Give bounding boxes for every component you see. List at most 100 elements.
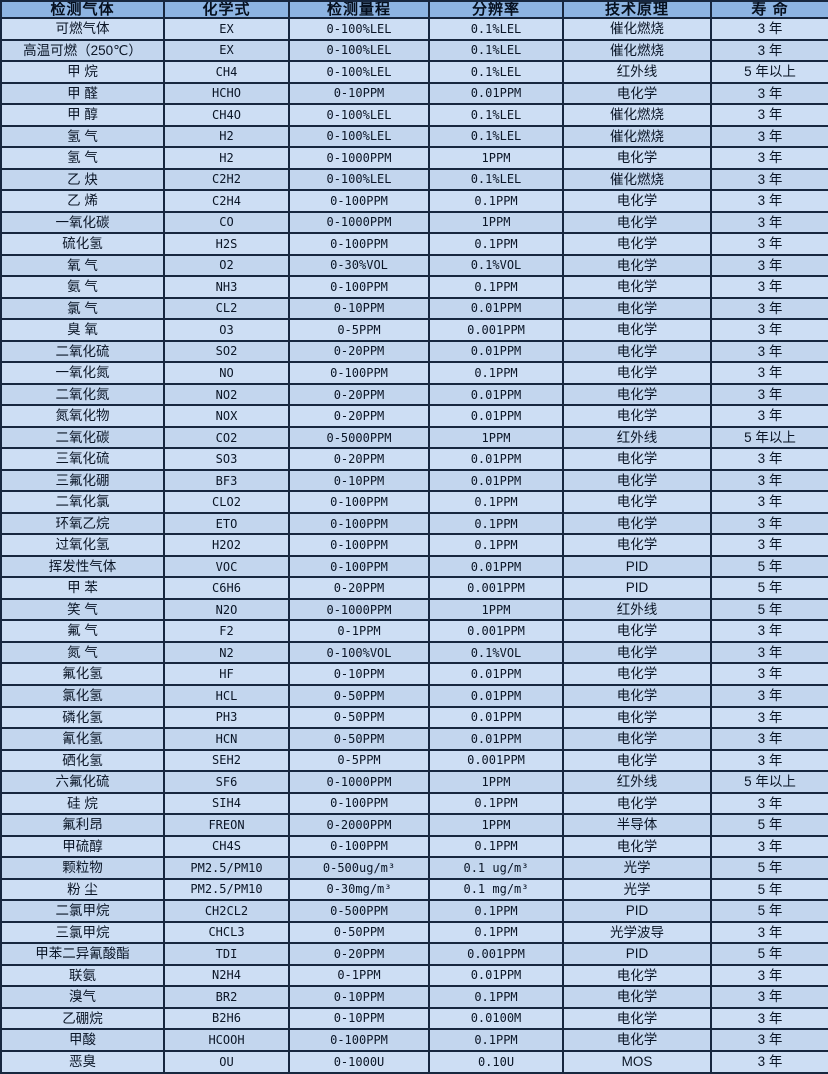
cell-formula: C2H4 [163, 189, 290, 213]
cell-lifespan: 5 年以上 [710, 425, 828, 450]
table-row: 氟利昂 FREON 0-2000PPM 1PPM 半导体 5 年 [0, 813, 828, 837]
table-row: 硒化氢 SEH2 0-5PPM 0.001PPM 电化学 3 年 [0, 748, 828, 773]
cell-resolution: 0.1%LEL [428, 17, 564, 41]
cell-lifespan: 3 年 [710, 189, 828, 213]
cell-gas: 氢 气 [0, 146, 165, 170]
cell-lifespan: 3 年 [710, 985, 828, 1009]
table-header: 检测气体 化学式 检测量程 分辨率 技术原理寿 命 [0, 0, 828, 19]
cell-principle: 光学 [562, 856, 712, 880]
cell-formula: CH4S [163, 834, 290, 859]
cell-resolution: 0.1%LEL [428, 167, 564, 192]
cell-formula: CH4 [163, 60, 290, 84]
cell-lifespan: 3 年 [710, 318, 828, 342]
cell-gas: 氟利昂 [0, 813, 165, 837]
cell-resolution: 1PPM [428, 597, 564, 622]
cell-resolution: 0.01PPM [428, 468, 564, 493]
cell-resolution: 1PPM [428, 425, 564, 450]
cell-lifespan: 3 年 [710, 447, 828, 471]
cell-resolution: 0.1PPM [428, 899, 564, 923]
cell-range: 0-1PPM [288, 963, 430, 988]
cell-resolution: 0.01PPM [428, 339, 564, 364]
cell-principle: 电化学 [562, 748, 712, 773]
cell-formula: CO [163, 210, 290, 235]
cell-resolution: 0.001PPM [428, 576, 564, 600]
cell-formula: ETO [163, 511, 290, 536]
cell-lifespan: 3 年 [710, 1049, 828, 1074]
cell-lifespan: 5 年以上 [710, 60, 828, 84]
cell-principle: 红外线 [562, 425, 712, 450]
cell-resolution: 1PPM [428, 210, 564, 235]
cell-formula: BR2 [163, 985, 290, 1009]
cell-resolution: 0.0100M [428, 1006, 564, 1031]
cell-lifespan: 3 年 [710, 210, 828, 235]
cell-lifespan: 3 年 [710, 640, 828, 665]
cell-principle: 电化学 [562, 361, 712, 385]
cell-range: 0-5000PPM [288, 425, 430, 450]
table-row: 高温可燃（250℃） EX 0-100%LEL 0.1%LEL 催化燃烧 3 年 [0, 38, 828, 63]
cell-formula: O3 [163, 318, 290, 342]
cell-formula: NOX [163, 404, 290, 428]
cell-lifespan: 3 年 [710, 963, 828, 988]
cell-principle: 电化学 [562, 447, 712, 471]
cell-range: 0-100PPM [288, 511, 430, 536]
cell-principle: 电化学 [562, 232, 712, 256]
cell-gas: 甲酸 [0, 1028, 165, 1052]
cell-formula: B2H6 [163, 1006, 290, 1031]
cell-range: 0-100PPM [288, 533, 430, 557]
cell-principle: 电化学 [562, 81, 712, 106]
cell-range: 0-10PPM [288, 81, 430, 106]
cell-gas: 过氧化氢 [0, 533, 165, 557]
cell-principle: 半导体 [562, 813, 712, 837]
cell-gas: 高温可燃（250℃） [0, 38, 165, 63]
cell-principle: 电化学 [562, 339, 712, 364]
cell-lifespan: 3 年 [710, 619, 828, 643]
cell-range: 0-100%LEL [288, 167, 430, 192]
cell-principle: 电化学 [562, 511, 712, 536]
cell-resolution: 0.1PPM [428, 232, 564, 256]
column-header-formula: 化学式 [163, 0, 290, 19]
cell-gas: 颗粒物 [0, 856, 165, 880]
table-row: 氯 气 CL2 0-10PPM 0.01PPM 电化学 3 年 [0, 296, 828, 321]
cell-principle: 电化学 [562, 619, 712, 643]
cell-gas: 甲苯二异氰酸酯 [0, 942, 165, 966]
cell-resolution: 0.1 ug/m³ [428, 856, 564, 880]
cell-resolution: 0.1PPM [428, 511, 564, 536]
table-row: 恶臭 OU 0-1000U 0.10U MOS 3 年 [0, 1049, 828, 1074]
table-row: 三氟化硼 BF3 0-10PPM 0.01PPM 电化学 3 年 [0, 468, 828, 493]
cell-gas: 氰化氢 [0, 727, 165, 751]
cell-formula: H2 [163, 124, 290, 149]
cell-principle: 电化学 [562, 404, 712, 428]
cell-formula: CO2 [163, 425, 290, 450]
cell-formula: HCOOH [163, 1028, 290, 1052]
cell-range: 0-100PPM [288, 1028, 430, 1052]
cell-resolution: 0.1PPM [428, 791, 564, 816]
cell-lifespan: 3 年 [710, 920, 828, 945]
cell-gas: 二氧化硫 [0, 339, 165, 364]
cell-gas: 六氟化硫 [0, 770, 165, 794]
cell-gas: 氯 气 [0, 296, 165, 321]
cell-range: 0-1000PPM [288, 210, 430, 235]
cell-resolution: 1PPM [428, 813, 564, 837]
cell-gas: 氯化氢 [0, 684, 165, 708]
cell-lifespan: 5 年 [710, 554, 828, 579]
cell-principle: 红外线 [562, 60, 712, 84]
cell-gas: 恶臭 [0, 1049, 165, 1074]
cell-resolution: 0.1PPM [428, 361, 564, 385]
column-header-range: 检测量程 [288, 0, 430, 19]
cell-principle: PID [562, 942, 712, 966]
cell-principle: MOS [562, 1049, 712, 1074]
cell-resolution: 0.1PPM [428, 189, 564, 213]
cell-principle: 电化学 [562, 963, 712, 988]
cell-resolution: 0.1PPM [428, 1028, 564, 1052]
cell-resolution: 0.01PPM [428, 382, 564, 407]
cell-principle: 电化学 [562, 533, 712, 557]
table-row: 乙 烯 C2H4 0-100PPM 0.1PPM 电化学 3 年 [0, 189, 828, 213]
cell-resolution: 0.01PPM [428, 447, 564, 471]
cell-range: 0-5PPM [288, 318, 430, 342]
cell-formula: SEH2 [163, 748, 290, 773]
table-row: 六氟化硫 SF6 0-1000PPM 1PPM 红外线 5 年以上 [0, 770, 828, 794]
cell-lifespan: 3 年 [710, 124, 828, 149]
cell-formula: NO [163, 361, 290, 385]
cell-lifespan: 3 年 [710, 468, 828, 493]
